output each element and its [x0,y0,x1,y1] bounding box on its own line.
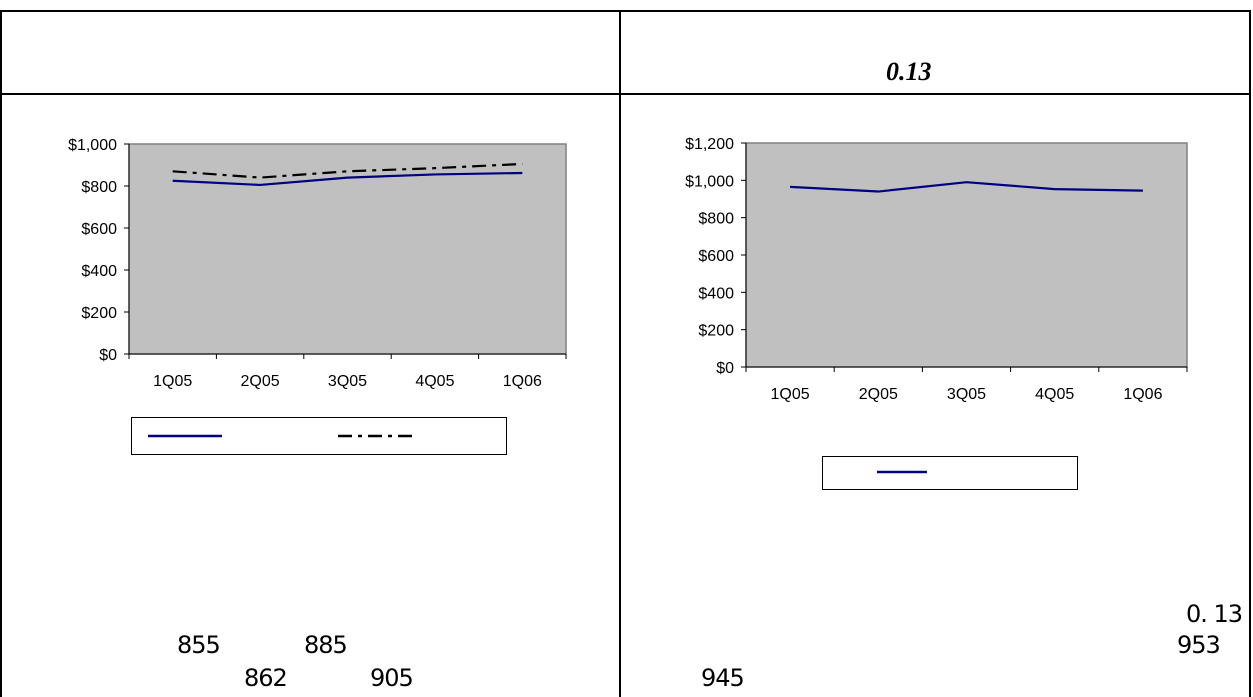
right-value-b: 953 [1177,631,1221,659]
table-border-right [1249,10,1251,697]
right-legend-svg [877,470,927,474]
header-right-value: 0.13 [886,57,932,86]
left-series-2-line [172,162,523,179]
right-x-tick-label: 1Q05 [771,386,810,403]
right-y-tick-label: $0 [716,360,734,377]
left-x-tick-label: 4Q05 [415,373,454,390]
right-value-a: 0. 13 [1186,600,1243,628]
left-value-a: 855 [177,631,221,659]
left-chart-svg: $1,000 $800 $600 $400 $200 $0 1Q05 2Q05 3Q05 4Q05… [68,137,567,390]
table-header-divider [0,93,1251,95]
table-border-left [0,10,2,697]
right-x-tick-label: 3Q05 [947,386,986,403]
left-y-tick-label: $800 [81,179,117,196]
left-value-c: 862 [244,664,288,692]
table-border-top [0,10,1251,12]
left-y-tick-label: $400 [81,263,117,280]
left-x-tick-label: 1Q05 [153,373,192,390]
left-chart-legend [131,417,507,455]
left-series-1-line [172,171,523,187]
left-x-tick-label: 3Q05 [328,373,367,390]
right-y-tick-label: $600 [698,248,734,265]
right-x-tick-label: 1Q06 [1123,386,1162,403]
right-y-tick-label: $200 [698,323,734,340]
right-chart-legend [822,456,1078,490]
left-y-tick-label: $0 [99,347,117,364]
left-value-b: 885 [304,631,348,659]
left-x-tick-label: 2Q05 [241,373,280,390]
left-legend-svg [148,434,412,438]
left-value-d: 905 [370,664,414,692]
right-y-tick-label: $400 [698,285,734,302]
left-plot-area [128,143,567,355]
right-series-1-line [790,181,1143,193]
right-y-tick-label: $800 [698,211,734,228]
right-plot-area [745,142,1188,368]
right-chart-svg: $1,200 $1,000 $800 $600 $400 $200 $0 1Q05 2Q05 3Q… [685,136,1188,403]
right-value-c: 945 [701,664,745,692]
left-chart: $1,000 $800 $600 $400 $200 $0 1Q05 2Q05 3Q05 4Q05… [0,100,615,470]
right-x-tick-label: 2Q05 [859,386,898,403]
left-y-tick-label: $1,000 [68,137,117,154]
right-chart: $1,200 $1,000 $800 $600 $400 $200 $0 1Q05 2Q05 3Q… [620,100,1249,420]
left-x-tick-label: 1Q06 [503,373,542,390]
left-y-tick-label: $200 [81,305,117,322]
right-x-tick-label: 4Q05 [1035,386,1074,403]
left-y-tick-label: $600 [81,221,117,238]
right-y-tick-label: $1,000 [685,173,734,190]
table-divider-middle [619,10,621,697]
right-y-tick-label: $1,200 [685,136,734,153]
